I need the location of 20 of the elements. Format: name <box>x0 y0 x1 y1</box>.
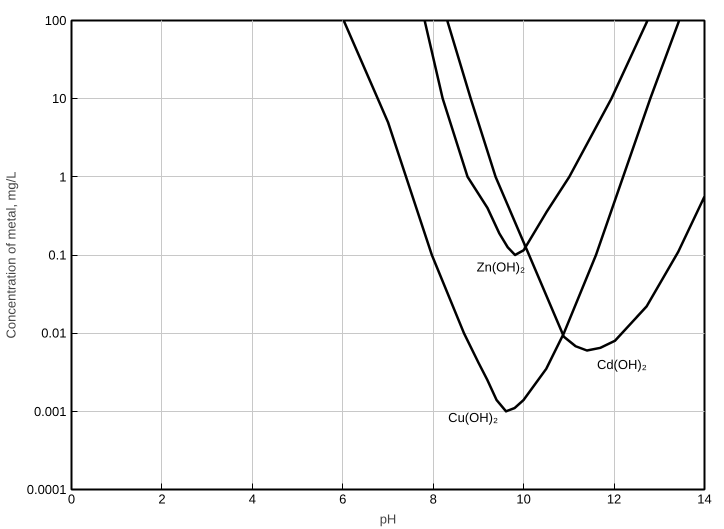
y-tick-label: 0.001 <box>34 404 67 419</box>
y-tick-label: 10 <box>52 91 67 106</box>
x-tick-label: 10 <box>516 492 531 506</box>
x-tick-label: 2 <box>158 492 166 506</box>
x-tick-label: 0 <box>68 492 76 506</box>
y-axis-title: Concentration of metal, mg/L <box>4 172 19 338</box>
y-tick-label: 0.1 <box>48 248 67 262</box>
x-axis-title: pH <box>380 512 396 526</box>
series-label: Zn(OH)₂ <box>476 260 526 274</box>
y-tick-label: 0.01 <box>41 326 67 341</box>
y-tick-label: 1 <box>59 169 67 184</box>
x-tick-label: 8 <box>430 492 437 506</box>
x-tick-label: 6 <box>339 492 346 506</box>
series-label: Cd(OH)₂ <box>596 357 647 372</box>
y-tick-label: 0.0001 <box>26 482 67 497</box>
x-tick-label: 12 <box>606 492 622 506</box>
y-tick-label: 100 <box>44 13 67 28</box>
x-tick-label: 14 <box>697 492 712 506</box>
x-tick-label: 4 <box>248 492 256 506</box>
series-label: Cu(OH)₂ <box>448 410 498 425</box>
